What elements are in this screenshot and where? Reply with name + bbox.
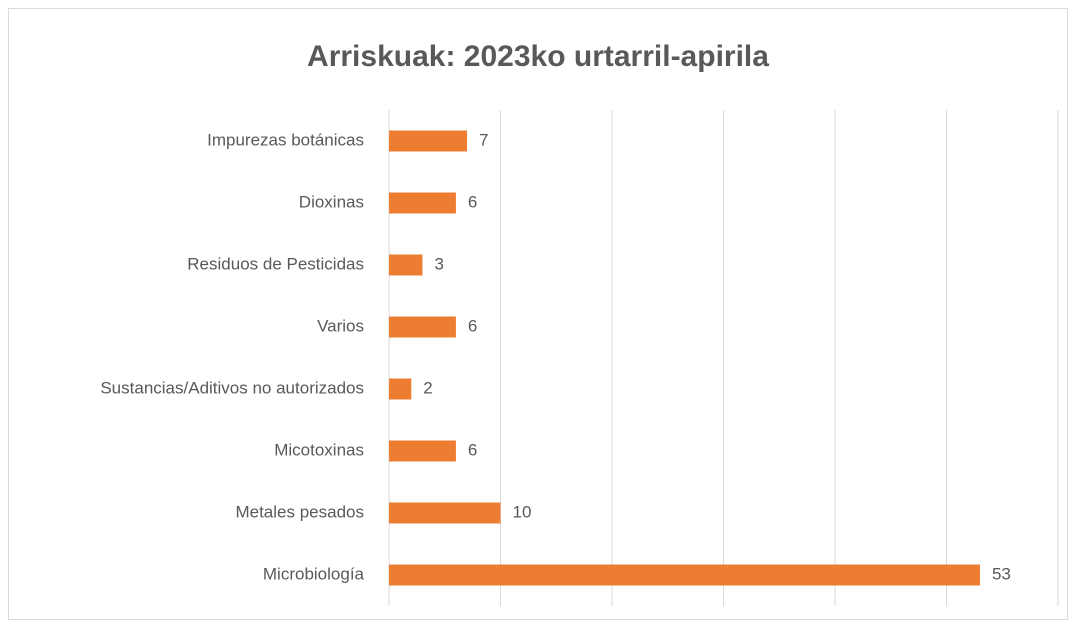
y-tick-label: Metales pesados (235, 502, 364, 521)
data-label: 6 (468, 192, 477, 211)
data-label: 3 (434, 254, 443, 273)
y-tick-label: Micotoxinas (274, 440, 364, 459)
y-tick-label: Impurezas botánicas (207, 130, 364, 149)
bar (389, 254, 423, 276)
data-label: 7 (479, 130, 488, 149)
bar (389, 378, 412, 400)
bar (389, 130, 468, 152)
bar (389, 502, 501, 524)
bar (389, 564, 980, 586)
bar (389, 316, 456, 338)
chart-frame (8, 8, 1068, 620)
data-label: 2 (423, 378, 432, 397)
data-label: 10 (513, 502, 532, 521)
data-label: 53 (992, 564, 1011, 583)
data-label: 6 (468, 440, 477, 459)
y-tick-label: Residuos de Pesticidas (187, 254, 364, 273)
y-tick-label: Microbiología (263, 564, 365, 583)
bar (389, 440, 456, 462)
y-tick-label: Dioxinas (299, 192, 364, 211)
chart-title: Arriskuak: 2023ko urtarril-apirila (307, 40, 769, 73)
data-label: 6 (468, 316, 477, 335)
bar (389, 192, 456, 214)
y-tick-label: Sustancias/Aditivos no autorizados (100, 378, 364, 397)
y-tick-label: Varios (317, 316, 364, 335)
